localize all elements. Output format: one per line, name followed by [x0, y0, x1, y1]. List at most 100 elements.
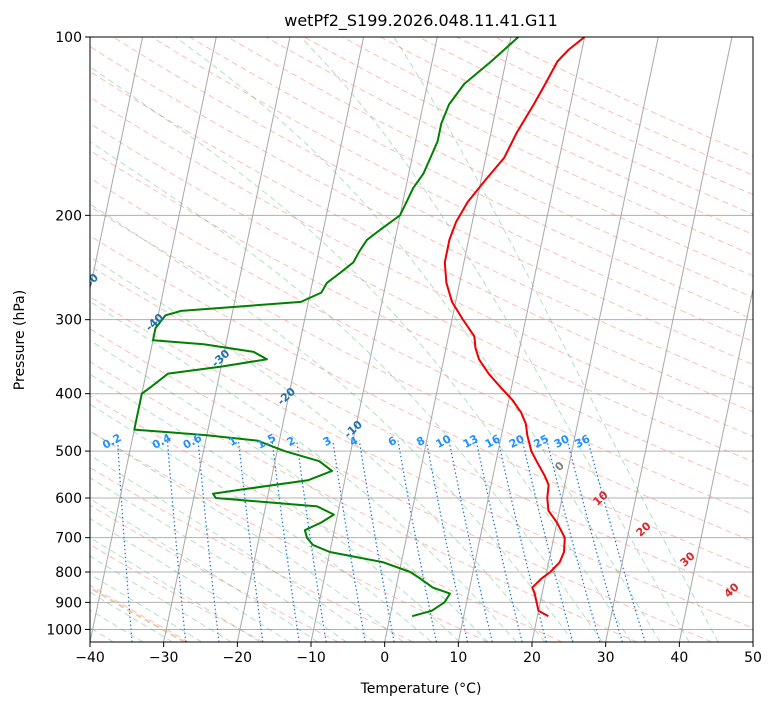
mixing-ratio-line [546, 440, 601, 642]
moist-adiabat-line [90, 66, 632, 642]
mixing-ratio-line [332, 440, 366, 642]
y-tick-label: 500 [55, 444, 82, 460]
moist-adiabat-line [90, 203, 574, 642]
isotherm-line [236, 37, 365, 642]
mixing-ratio-line [475, 440, 523, 642]
plot-area: 0.10.20.40.611.52346810131620253036-100-… [12, 37, 753, 642]
y-tick-label: 1000 [46, 622, 82, 638]
dry-adiabat-line [227, 37, 753, 298]
dry-adiabat-line [380, 37, 753, 215]
dry-adiabat-line [90, 430, 488, 642]
moist-adiabat-line [90, 141, 603, 642]
mixing-ratio-label: 16 [483, 432, 503, 451]
dry-adiabat-line [90, 149, 753, 489]
isotherm-label: -20 [275, 385, 299, 408]
mixing-ratio-line [296, 440, 327, 642]
isotherm-label: -10 [342, 418, 366, 441]
mixing-ratio-line [448, 440, 493, 642]
mixing-ratio-label: 3 [321, 434, 334, 449]
moist-adiabat-line [90, 537, 261, 642]
x-axis-label: Temperature (°C) [360, 681, 482, 697]
chart-title: wetPf2_S199.2026.048.11.41.G11 [284, 11, 558, 31]
y-tick-label: 800 [55, 565, 82, 581]
mixing-ratio-line [521, 440, 574, 642]
isotherm-label: -50 [78, 271, 102, 294]
dry-adiabat-line [90, 45, 753, 389]
isotherm-label: -60 [12, 230, 36, 253]
x-axis-ticks: −40 −30 −20 −10 0 10 20 30 40 50 [75, 642, 762, 666]
moist-adiabat-line [90, 573, 203, 642]
dry-adiabat-line [113, 37, 753, 366]
isotherm-label: 40 [722, 580, 742, 600]
y-tick-label: 400 [55, 387, 82, 403]
isotherm-line [752, 639, 753, 642]
mixing-ratio-label: 0.4 [150, 431, 174, 452]
moist-adiabat-line [90, 498, 319, 642]
profiles [133, 37, 586, 618]
moist-adiabat-line [300, 37, 690, 642]
y-axis-ticks: 100 200 300 400 500 600 700 800 900 1000 [46, 30, 90, 638]
moist-adiabat-line [90, 454, 376, 642]
isotherm-line [310, 37, 438, 642]
isotherm-line [457, 37, 586, 642]
mixing-ratio-line [587, 440, 646, 642]
mixing-ratio-label: 20 [507, 432, 527, 451]
y-tick-label: 200 [55, 208, 82, 224]
dry-adiabat-line [90, 96, 753, 437]
dewpoint-profile-line [133, 37, 519, 618]
isotherm-line [605, 37, 733, 642]
x-tick-label: 30 [597, 650, 615, 666]
isotherm-label: 10 [591, 488, 611, 508]
dry-adiabat-line [90, 70, 753, 413]
dry-adiabat-line [90, 265, 753, 600]
mixing-ratio-line [237, 440, 264, 642]
moist-adiabat-line [90, 339, 489, 642]
mixing-ratio-line [358, 440, 395, 642]
isotherms [90, 37, 753, 642]
dry-adiabats [90, 37, 753, 642]
mixing-ratio-label: 30 [552, 432, 572, 451]
x-tick-label: 10 [449, 650, 467, 666]
x-tick-label: 50 [744, 650, 762, 666]
isotherm-line [531, 37, 659, 642]
mixing-ratio-lines [117, 440, 646, 642]
isotherm-line [90, 37, 144, 292]
mixing-ratio-label: 25 [531, 432, 551, 451]
x-tick-label: −10 [296, 650, 326, 666]
mixing-ratio-line [271, 440, 300, 642]
mixing-ratio-label: 6 [386, 434, 399, 449]
isotherm-line [163, 37, 291, 642]
x-tick-label: 20 [523, 650, 541, 666]
isotherm-line [384, 37, 512, 642]
line-labels: 0.10.20.40.611.52346810131620253036-100-… [12, 230, 742, 601]
mixing-ratio-label: 10 [434, 432, 454, 451]
mixing-ratio-line [197, 440, 220, 642]
dry-adiabat-line [494, 37, 753, 157]
dry-adiabat-line [90, 296, 753, 629]
y-axis-label: Pressure (hPa) [12, 290, 28, 390]
mixing-ratio-line [166, 440, 187, 642]
isotherm-label: -30 [209, 347, 233, 370]
x-tick-label: −30 [149, 650, 179, 666]
moist-adiabat-line [90, 430, 404, 642]
moist-adiabat-line [90, 256, 546, 642]
moist-adiabat-line [90, 477, 347, 642]
moist-adiabat-line [175, 37, 661, 642]
mixing-ratio-line [497, 440, 547, 642]
dry-adiabat-line [90, 122, 753, 463]
x-tick-label: 40 [670, 650, 688, 666]
mixing-ratio-label: 36 [573, 432, 593, 451]
x-tick-label: −20 [223, 650, 253, 666]
isotherm-line [678, 286, 753, 642]
x-tick-label: −40 [75, 650, 105, 666]
dry-adiabat-line [90, 504, 339, 642]
moist-adiabat-line [90, 591, 173, 642]
y-tick-label: 100 [55, 30, 82, 46]
isotherm-label: 20 [634, 519, 654, 539]
y-tick-label: 300 [55, 313, 82, 329]
mixing-ratio-label: 2 [285, 434, 298, 449]
dry-adiabat-line [151, 37, 753, 343]
dry-adiabat-line [456, 37, 753, 176]
y-tick-label: 700 [55, 531, 82, 547]
